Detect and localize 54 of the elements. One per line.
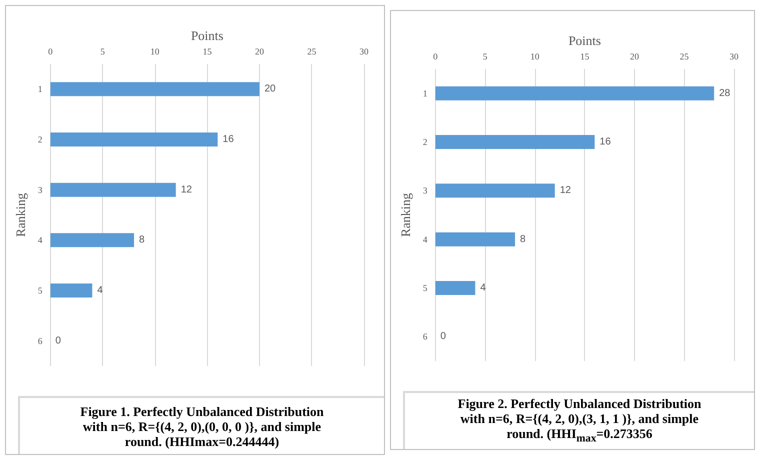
data-label: 20 [264,84,276,95]
data-label: 0 [440,331,446,342]
data-label: 16 [600,136,612,148]
x-tick-label: 20 [254,46,264,56]
bar [435,232,516,246]
y-tick-label: 1 [422,88,428,98]
bar [435,281,476,295]
y-tick-label: 6 [38,336,43,346]
x-tick-label: 0 [48,46,54,56]
x-tick-label: 25 [680,52,690,62]
x-tick-label: 15 [580,52,590,62]
y-tick-label: 4 [38,235,43,246]
x-tick-label: 20 [630,52,640,62]
x-tick-label: 5 [482,52,488,62]
y-tick-label: 3 [422,186,428,196]
data-label: 8 [139,234,146,246]
data-label: 12 [180,184,192,196]
bar [50,132,218,146]
bar [50,233,134,248]
bar [50,182,176,197]
data-label: 28 [719,88,731,99]
y-tick-label: 1 [38,84,42,94]
x-axis-title: Points [568,33,601,48]
y-tick-label: 3 [38,184,43,195]
bar [435,184,555,198]
data-label: 16 [222,134,234,145]
x-tick-label: 5 [100,46,106,56]
y-axis-title: Ranking [398,192,413,238]
bar [435,86,714,100]
data-label: 4 [480,282,486,294]
y-axis-title: Ranking [13,192,28,238]
data-label: 12 [560,185,572,196]
x-tick-label: 10 [530,52,540,62]
bar [435,135,595,149]
data-label: 0 [55,335,62,346]
x-tick-label: 10 [150,46,160,56]
x-tick-label: 0 [433,52,438,62]
bar [50,284,92,298]
x-tick-label: 30 [730,52,739,62]
data-label: 8 [520,234,526,245]
x-tick-label: 30 [360,46,369,56]
y-tick-label: 6 [422,332,428,342]
caption: Figure 2. Perfectly Unbalanced Distribution with n=6, R={(4, 2, 0),(3, 1, 1 )}, and simple round. (HHI$_{max}$=0.273356 [456,396,702,446]
y-tick-label: 2 [422,137,428,147]
data-label: 4 [97,285,104,296]
x-tick-label: 25 [307,46,317,56]
y-tick-label: 2 [38,134,42,144]
x-axis-title: Points [190,28,224,43]
y-tick-label: 4 [422,234,428,244]
y-tick-label: 5 [38,286,43,296]
caption: Figure 1. Perfectly Unbalanced Distribution with n=6, R={(4, 2, 0),(0, 0, 0 )}, and simple round. (HHImax=0.244444) [79,404,325,448]
y-tick-label: 5 [422,283,428,293]
x-tick-label: 15 [202,46,212,56]
bar [50,82,260,96]
